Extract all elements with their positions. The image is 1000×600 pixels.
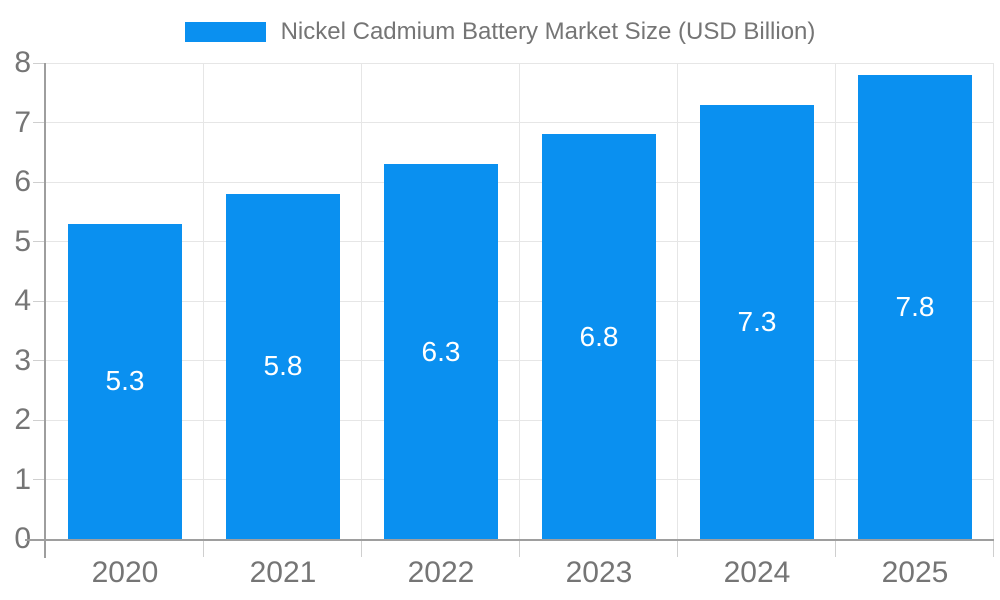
y-axis-tick-label: 7 <box>14 105 31 139</box>
y-axis-tick <box>33 241 46 242</box>
y-axis-tick <box>33 122 46 123</box>
bar-2025[interactable] <box>858 74 972 539</box>
v-gridline <box>519 63 520 539</box>
y-axis-tick <box>33 300 46 302</box>
v-gridline <box>835 63 836 539</box>
x-axis-label-2023: 2023 <box>565 556 633 589</box>
bar-value-label: 6.8 <box>579 320 619 352</box>
y-axis-tick-label: 4 <box>14 284 31 317</box>
y-axis-tick-label: 5 <box>14 224 31 258</box>
v-gridline <box>993 63 994 539</box>
bar-2024[interactable] <box>700 104 814 539</box>
v-gridline <box>203 63 204 539</box>
bar-2022[interactable] <box>384 164 498 539</box>
x-axis-label-2020: 2020 <box>91 556 159 589</box>
y-axis-tick <box>33 181 46 183</box>
h-gridline <box>46 300 994 302</box>
y-axis-tick-label: 2 <box>14 403 31 436</box>
y-axis-tick-label: 6 <box>14 165 31 198</box>
h-gridline <box>46 241 994 242</box>
bar-value-label: 7.8 <box>895 290 935 322</box>
x-axis-label-2022: 2022 <box>407 556 475 589</box>
chart-legend[interactable]: Nickel Cadmium Battery Market Size (USD … <box>0 16 1000 48</box>
bar-value-label: 5.8 <box>263 350 303 382</box>
h-gridline <box>46 181 994 183</box>
y-axis-tick <box>33 62 46 64</box>
h-gridline <box>46 62 994 64</box>
x-axis-tick <box>361 539 362 557</box>
x-axis-tick <box>519 539 520 557</box>
y-axis-tick-label: 1 <box>14 462 31 496</box>
x-axis-label-2025: 2025 <box>881 556 949 589</box>
y-axis-tick <box>33 419 46 421</box>
h-gridline <box>46 419 994 421</box>
x-axis-tick <box>677 539 678 557</box>
y-axis-tick <box>33 360 46 361</box>
x-axis-label-2024: 2024 <box>723 556 791 589</box>
h-gridline <box>46 360 994 361</box>
x-axis-tick <box>835 539 836 557</box>
y-axis-line <box>44 63 46 558</box>
bar-2020[interactable] <box>68 223 182 539</box>
bar-2023[interactable] <box>542 134 656 539</box>
x-axis-tick <box>203 539 204 557</box>
bar-value-label: 5.3 <box>105 365 145 397</box>
bar-value-label: 7.3 <box>737 305 777 337</box>
legend-label: Nickel Cadmium Battery Market Size (USD … <box>280 18 816 45</box>
bar-2021[interactable] <box>226 193 340 539</box>
x-axis-line <box>25 539 994 541</box>
v-gridline <box>677 63 678 539</box>
y-axis-tick-label: 0 <box>14 522 31 555</box>
h-gridline <box>46 479 994 480</box>
y-axis-tick-label: 8 <box>14 46 31 79</box>
legend-swatch <box>184 22 266 42</box>
y-axis-tick-label: 3 <box>14 343 31 377</box>
y-axis-tick <box>33 479 46 480</box>
h-gridline <box>46 122 994 123</box>
v-gridline <box>361 63 362 539</box>
x-axis-tick <box>993 539 994 557</box>
bar-value-label: 6.3 <box>421 335 461 367</box>
x-axis-label-2021: 2021 <box>249 556 317 589</box>
